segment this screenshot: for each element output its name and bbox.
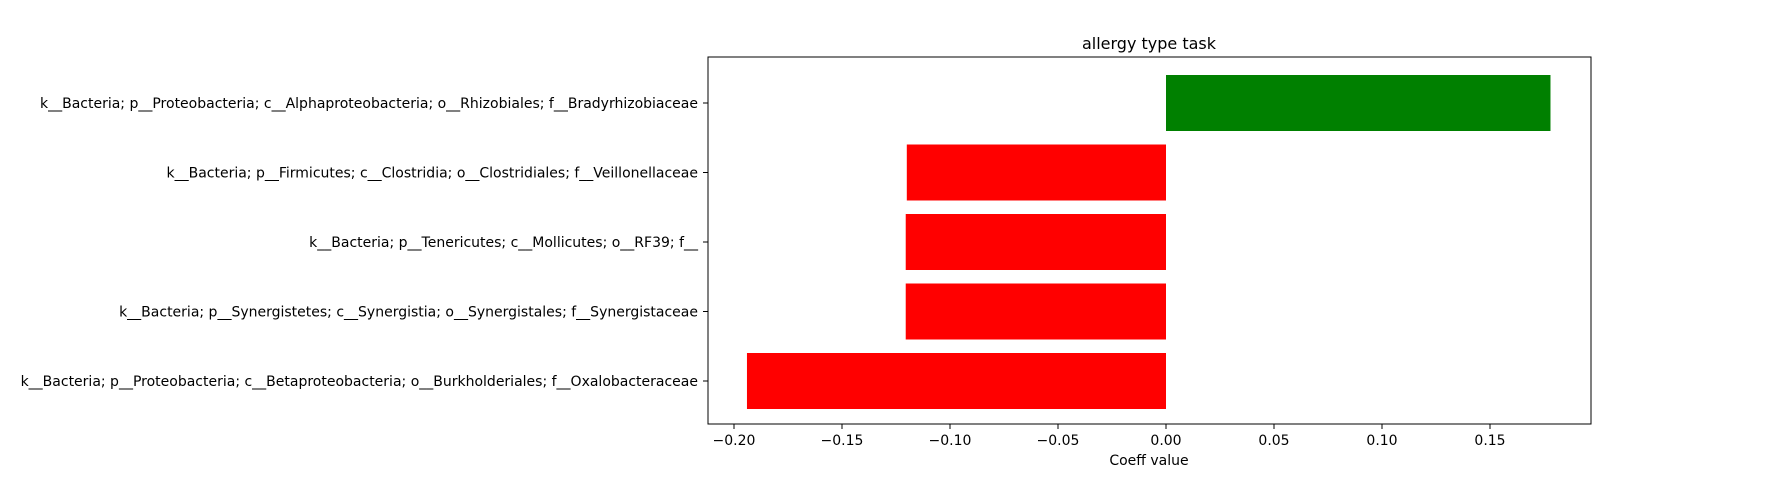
x-tick-label: 0.05 — [1258, 433, 1289, 449]
x-tick-label: −0.10 — [929, 433, 972, 449]
bar-4 — [905, 283, 1166, 340]
bar-2 — [906, 144, 1166, 201]
x-axis-label: Coeff value — [1109, 453, 1188, 469]
plot-area-frame — [707, 56, 1592, 425]
y-tick-label: k__Bacteria; p__Synergistetes; c__Synerg… — [119, 305, 698, 321]
y-tick-label: k__Bacteria; p__Proteobacteria; c__Alpha… — [40, 96, 698, 112]
bar-group — [746, 75, 1551, 409]
bar-3 — [905, 214, 1166, 270]
chart-title: allergy type task — [1082, 34, 1217, 53]
x-tick-label: −0.05 — [1037, 433, 1080, 449]
x-tick-label: 0.15 — [1474, 433, 1505, 449]
y-tick-label: k__Bacteria; p__Firmicutes; c__Clostridi… — [166, 166, 698, 182]
y-tick-label: k__Bacteria; p__Proteobacteria; c__Betap… — [21, 374, 698, 390]
y-axis: k__Bacteria; p__Proteobacteria; c__Alpha… — [21, 96, 708, 390]
x-tick-label: −0.15 — [821, 433, 864, 449]
y-tick-label: k__Bacteria; p__Tenericutes; c__Mollicut… — [309, 235, 699, 251]
bar-1 — [1166, 75, 1551, 131]
x-axis: −0.20 −0.15 −0.10 −0.05 0.00 0.05 0.10 0.15 — [713, 424, 1506, 449]
x-tick-label: −0.20 — [713, 433, 756, 449]
x-tick-label: 0.10 — [1366, 433, 1397, 449]
x-tick-label: 0.00 — [1150, 433, 1181, 449]
bar-5 — [746, 353, 1166, 409]
